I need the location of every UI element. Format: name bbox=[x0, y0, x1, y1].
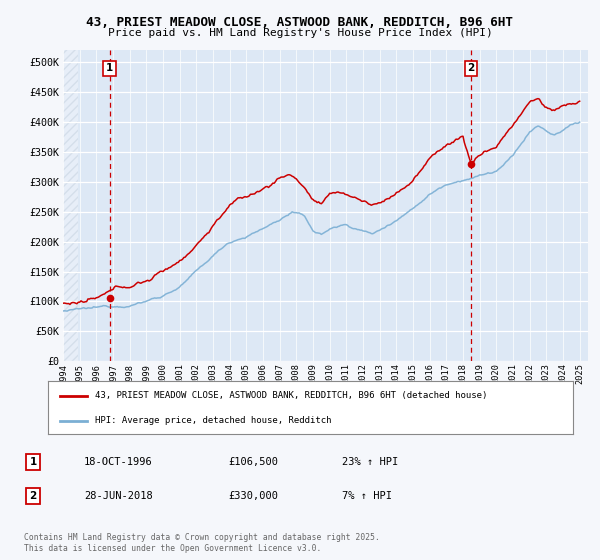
Text: 1: 1 bbox=[106, 63, 113, 73]
Text: 2: 2 bbox=[467, 63, 475, 73]
Bar bbox=[63, 50, 79, 361]
Text: 43, PRIEST MEADOW CLOSE, ASTWOOD BANK, REDDITCH, B96 6HT: 43, PRIEST MEADOW CLOSE, ASTWOOD BANK, R… bbox=[86, 16, 514, 29]
Text: Contains HM Land Registry data © Crown copyright and database right 2025.
This d: Contains HM Land Registry data © Crown c… bbox=[24, 533, 380, 553]
Text: 23% ↑ HPI: 23% ↑ HPI bbox=[342, 457, 398, 467]
Text: Price paid vs. HM Land Registry's House Price Index (HPI): Price paid vs. HM Land Registry's House … bbox=[107, 28, 493, 38]
Text: 2: 2 bbox=[29, 491, 37, 501]
Text: 43, PRIEST MEADOW CLOSE, ASTWOOD BANK, REDDITCH, B96 6HT (detached house): 43, PRIEST MEADOW CLOSE, ASTWOOD BANK, R… bbox=[95, 391, 488, 400]
Text: £106,500: £106,500 bbox=[228, 457, 278, 467]
Text: 28-JUN-2018: 28-JUN-2018 bbox=[84, 491, 153, 501]
Text: 1: 1 bbox=[29, 457, 37, 467]
Text: 18-OCT-1996: 18-OCT-1996 bbox=[84, 457, 153, 467]
Text: 7% ↑ HPI: 7% ↑ HPI bbox=[342, 491, 392, 501]
Text: £330,000: £330,000 bbox=[228, 491, 278, 501]
Text: HPI: Average price, detached house, Redditch: HPI: Average price, detached house, Redd… bbox=[95, 416, 332, 425]
